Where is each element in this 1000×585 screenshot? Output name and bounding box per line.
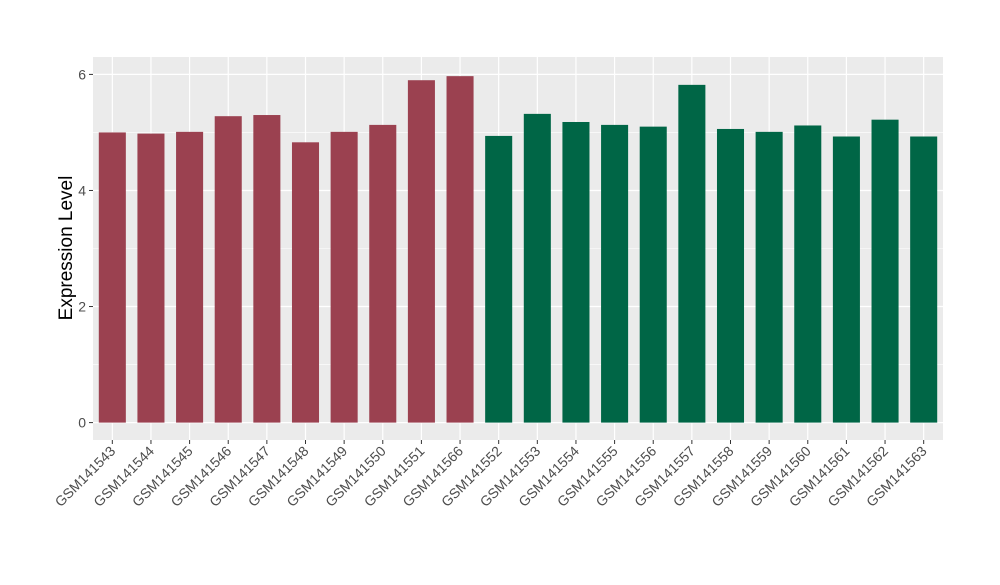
y-tick-label: 4 — [78, 182, 86, 198]
bar-GSM141554 — [562, 121, 590, 423]
bar-GSM141566 — [446, 76, 474, 423]
bar-GSM141558 — [716, 128, 745, 423]
bar-GSM141553 — [523, 113, 551, 423]
bars — [98, 76, 938, 423]
bar-GSM141555 — [601, 124, 629, 423]
bar-GSM141551 — [407, 80, 435, 423]
y-axis: 0 2 4 6 — [78, 66, 93, 431]
bar-GSM141561 — [832, 136, 860, 423]
bar-GSM141557 — [678, 84, 706, 423]
bar-GSM141549 — [330, 131, 358, 423]
y-tick-label: 6 — [78, 66, 86, 82]
bar-GSM141545 — [176, 131, 204, 423]
bar-GSM141550 — [369, 124, 397, 423]
y-axis-label: Expression Level — [56, 176, 77, 321]
bar-GSM141552 — [485, 135, 513, 423]
bar-GSM141544 — [137, 133, 165, 423]
bar-GSM141563 — [910, 136, 938, 423]
bar-GSM141546 — [214, 116, 242, 423]
y-tick-label: 0 — [78, 415, 86, 431]
bar-GSM141547 — [253, 115, 281, 423]
x-axis: GSM141543GSM141544GSM141545GSM141546GSM1… — [52, 440, 930, 510]
bar-GSM141562 — [871, 119, 899, 423]
bar-GSM141556 — [639, 126, 667, 423]
bar-GSM141559 — [755, 131, 783, 423]
bar-GSM141560 — [794, 125, 822, 423]
y-tick-label: 2 — [78, 299, 86, 315]
bar-GSM141543 — [98, 132, 126, 423]
bar-GSM141548 — [291, 142, 320, 423]
